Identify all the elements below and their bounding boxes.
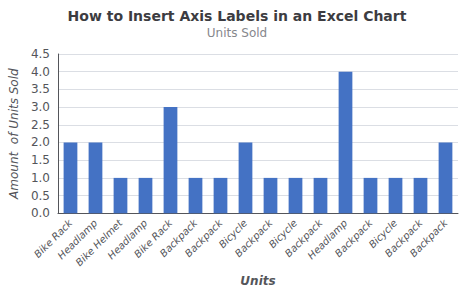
svg-text:2.5: 2.5 [31,118,50,132]
svg-text:Bike Rack: Bike Rack [31,217,75,260]
svg-text:Backpack: Backpack [157,217,200,260]
svg-text:Headlamp: Headlamp [55,217,100,262]
svg-text:Units: Units [240,274,275,288]
svg-text:3.5: 3.5 [31,82,50,96]
svg-text:Bike Rack: Bike Rack [131,217,175,260]
svg-text:2.0: 2.0 [31,135,50,149]
svg-text:4.5: 4.5 [31,47,50,61]
svg-text:Amount of Units Sold: Amount of Units Sold [7,68,21,200]
svg-text:Bicycle: Bicycle [216,217,250,251]
svg-text:Backpack: Backpack [183,217,226,260]
svg-text:Headlamp: Headlamp [305,217,350,262]
svg-text:Backpack: Backpack [333,217,376,260]
svg-text:Backpack: Backpack [408,217,451,260]
svg-text:4.0: 4.0 [31,65,50,79]
svg-text:0.5: 0.5 [31,189,50,203]
svg-text:Bicycle: Bicycle [366,217,400,251]
svg-text:Headlamp: Headlamp [105,217,150,262]
svg-text:1.5: 1.5 [31,153,50,167]
svg-text:Units Sold: Units Sold [207,26,267,40]
svg-text:Bike Helmet: Bike Helmet [73,217,125,269]
svg-text:Backpack: Backpack [282,217,325,260]
svg-text:How to Insert Axis Labels in a: How to Insert Axis Labels in an Excel Ch… [68,8,407,24]
svg-text:Backpack: Backpack [382,217,425,260]
svg-text:Backpack: Backpack [233,217,276,260]
svg-text:Bicycle: Bicycle [266,217,300,251]
svg-text:1.0: 1.0 [31,171,50,185]
svg-text:0.0: 0.0 [31,206,50,220]
svg-text:3.0: 3.0 [31,100,50,114]
